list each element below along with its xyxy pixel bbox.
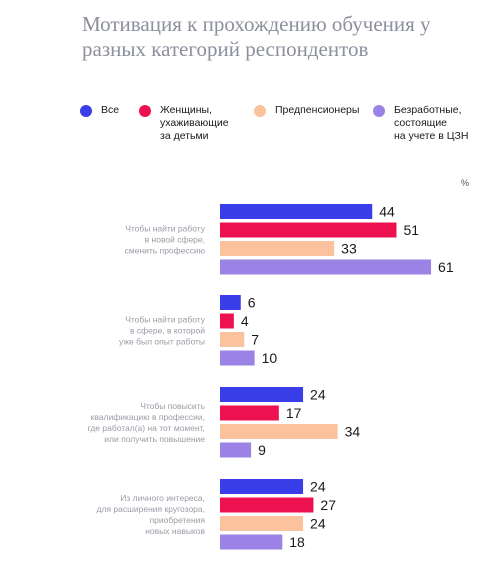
legend-swatch-pre-retirees bbox=[254, 105, 266, 117]
bar-all-group-2 bbox=[220, 295, 241, 310]
bar-pre-retirees-group-2 bbox=[220, 332, 245, 347]
bar-unemployed-group-4 bbox=[220, 534, 283, 550]
value-label-unemployed-group-4: 18 bbox=[289, 534, 305, 550]
bar-women-childcare-group-4 bbox=[220, 497, 314, 513]
legend-swatch-unemployed bbox=[373, 105, 385, 117]
bar-all-group-1 bbox=[220, 204, 373, 219]
value-label-unemployed-group-1: 61 bbox=[438, 259, 454, 275]
legend-item-all: Все bbox=[80, 104, 119, 117]
value-label-pre-retirees-group-3: 34 bbox=[345, 424, 361, 440]
category-label-2-line-2: в сфере, в которой bbox=[130, 325, 205, 335]
legend-label-women-childcare: Женщины, ухаживающие за детьми bbox=[160, 104, 229, 142]
category-label-3-line-4: или получить повышение bbox=[104, 434, 205, 444]
value-label-women-childcare-group-2: 4 bbox=[241, 313, 249, 329]
value-label-all-group-2: 6 bbox=[248, 295, 256, 311]
bar-women-childcare-group-2 bbox=[220, 313, 234, 329]
legend-label-unemployed: Безработные, состоящие на учете в ЦЗН bbox=[394, 104, 469, 142]
category-label-4-line-4: новых навыков bbox=[145, 526, 205, 536]
legend-swatch-women-childcare bbox=[139, 105, 151, 117]
bar-pre-retirees-group-4 bbox=[220, 516, 304, 531]
category-label-4-line-2: для расширения кругозора, bbox=[96, 504, 205, 514]
category-label-3-line-1: Чтобы повысить bbox=[140, 401, 205, 411]
bar-women-childcare-group-3 bbox=[220, 405, 279, 421]
value-label-unemployed-group-2: 10 bbox=[262, 350, 278, 366]
category-label-4-line-1: Из личного интереса, bbox=[120, 493, 205, 503]
value-label-pre-retirees-group-1: 33 bbox=[341, 241, 357, 257]
value-label-all-group-4: 24 bbox=[310, 479, 326, 495]
bar-pre-retirees-group-1 bbox=[220, 241, 335, 256]
unit-label: % bbox=[461, 178, 470, 188]
category-label-2-line-1: Чтобы найти работу bbox=[125, 314, 206, 324]
category-label-4-line-3: приобретения bbox=[150, 515, 206, 525]
bar-unemployed-group-1 bbox=[220, 259, 432, 275]
value-label-all-group-1: 44 bbox=[379, 204, 395, 220]
legend-item-women-childcare: Женщины, ухаживающие за детьми bbox=[139, 104, 229, 143]
value-label-unemployed-group-3: 9 bbox=[258, 442, 266, 458]
legend-item-pre-retirees: Предпенсионеры bbox=[254, 104, 359, 117]
category-label-3-line-3: где работал(а) на тот момент, bbox=[88, 423, 205, 433]
legend: Все Женщины, ухаживающие за детьми Предп… bbox=[80, 104, 500, 160]
legend-label-pre-retirees: Предпенсионеры bbox=[275, 104, 360, 116]
bar-all-group-3 bbox=[220, 387, 304, 402]
value-label-women-childcare-group-4: 27 bbox=[320, 497, 336, 513]
bar-women-childcare-group-1 bbox=[220, 222, 397, 238]
bar-unemployed-group-3 bbox=[220, 442, 252, 458]
value-label-women-childcare-group-3: 17 bbox=[286, 405, 302, 421]
bar-pre-retirees-group-3 bbox=[220, 424, 338, 439]
category-label-1-line-1: Чтобы найти работу bbox=[125, 223, 206, 233]
legend-item-unemployed: Безработные, состоящие на учете в ЦЗН bbox=[373, 104, 468, 143]
bar-all-group-4 bbox=[220, 479, 304, 494]
value-label-pre-retirees-group-2: 7 bbox=[251, 332, 259, 348]
bar-unemployed-group-2 bbox=[220, 350, 255, 366]
category-label-1-line-2: в новой сфере, bbox=[145, 234, 205, 244]
value-label-pre-retirees-group-4: 24 bbox=[310, 516, 326, 532]
category-label-1-line-3: сменить профессию bbox=[125, 245, 206, 255]
value-label-all-group-3: 24 bbox=[310, 387, 326, 403]
legend-swatch-all bbox=[80, 105, 92, 117]
legend-label-all: Все bbox=[101, 104, 120, 116]
category-label-3-line-2: квалификацию в профессии, bbox=[91, 412, 205, 422]
chart-title: Мотивация к прохождению обучения у разны… bbox=[82, 12, 431, 61]
value-label-women-childcare-group-1: 51 bbox=[403, 222, 419, 238]
category-label-2-line-3: уже был опыт работы bbox=[119, 336, 205, 346]
